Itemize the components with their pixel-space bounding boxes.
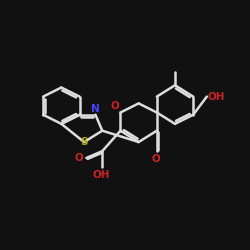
Text: N: N	[91, 104, 100, 114]
Text: O: O	[75, 153, 84, 163]
Text: O: O	[152, 154, 161, 164]
Text: OH: OH	[92, 170, 110, 180]
Text: S: S	[80, 137, 88, 147]
Text: OH: OH	[208, 92, 226, 102]
Text: O: O	[110, 101, 119, 111]
